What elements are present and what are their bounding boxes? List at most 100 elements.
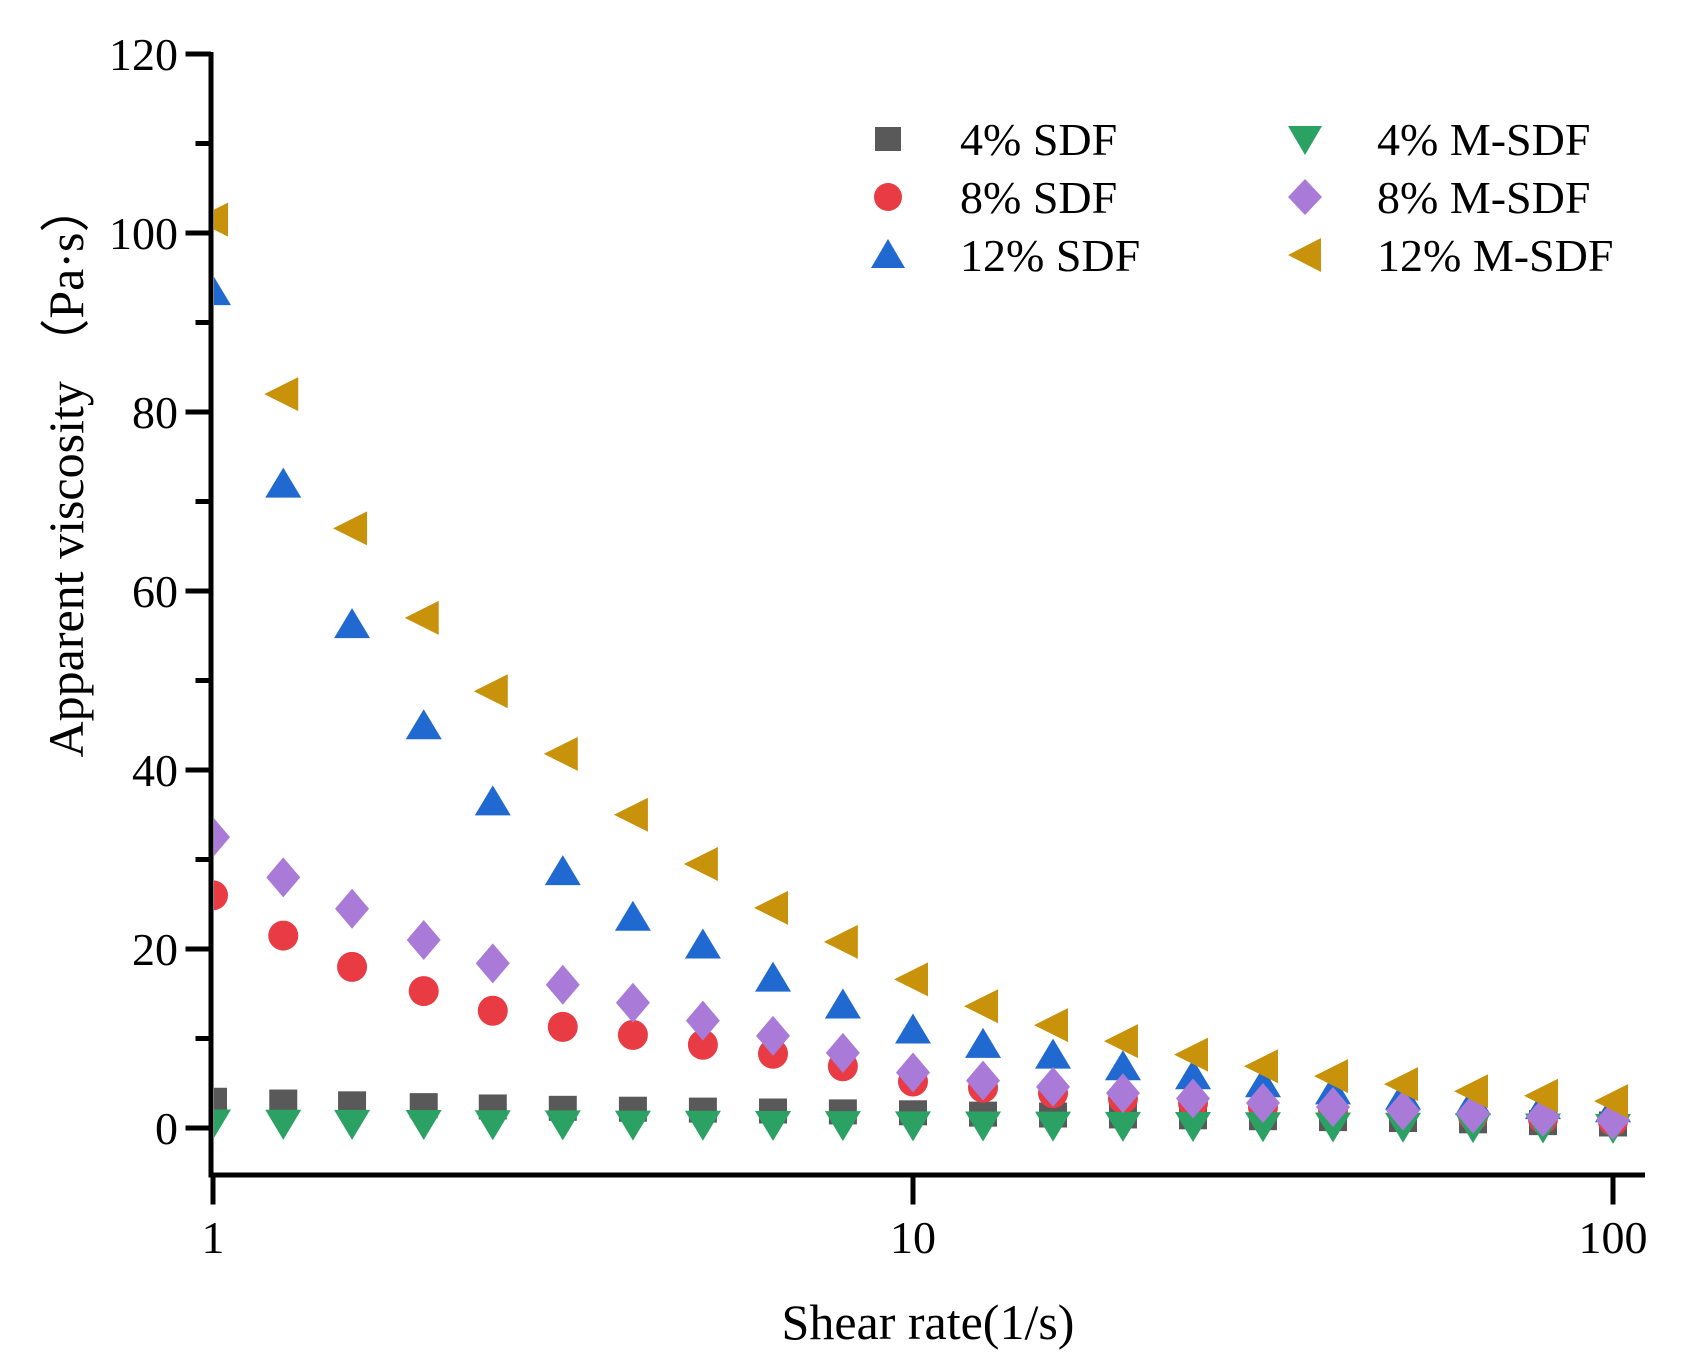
y-tick-label: 100 bbox=[109, 208, 178, 259]
x-tick-label: 100 bbox=[1579, 1212, 1648, 1263]
point-12-m-sdf bbox=[683, 846, 718, 881]
legend-label: 12% SDF bbox=[960, 229, 1141, 281]
legend-label: 4% M-SDF bbox=[1377, 113, 1591, 165]
data-points-layer bbox=[214, 202, 1631, 1144]
point-12-m-sdf bbox=[404, 600, 439, 635]
y-axis-title: Apparent viscosity （Pa·s） bbox=[38, 182, 94, 758]
point-8-m-sdf bbox=[1245, 1082, 1280, 1123]
point-12-sdf bbox=[334, 608, 371, 639]
y-tick-label: 40 bbox=[132, 745, 178, 796]
point-8-sdf bbox=[408, 976, 439, 1007]
legend-column-2: 4% M-SDF 8% M-SDF 12% M-SDF bbox=[1285, 110, 1613, 284]
point-12-sdf bbox=[824, 988, 861, 1019]
y-tick-label: 20 bbox=[132, 924, 178, 975]
point-4-m-sdf bbox=[334, 1109, 371, 1140]
point-4-m-sdf bbox=[755, 1110, 792, 1141]
point-12-sdf bbox=[755, 961, 792, 992]
legend-column-1: 4% SDF 12% SDF 8% SDF 12% SDF bbox=[868, 110, 1140, 284]
triangle-left-marker-icon bbox=[1288, 238, 1321, 272]
point-8-m-sdf bbox=[756, 1015, 791, 1056]
point-4-m-sdf bbox=[614, 1110, 651, 1141]
point-12-sdf bbox=[265, 467, 302, 498]
legend-label: 12% M-SDF bbox=[1377, 229, 1614, 281]
legend-item-12-sdf: 12% SDF bbox=[868, 226, 1140, 284]
point-12-sdf bbox=[895, 1013, 931, 1044]
point-12-m-sdf bbox=[543, 736, 578, 771]
point-12-m-sdf bbox=[1454, 1074, 1489, 1109]
y-tick-label: 120 bbox=[109, 29, 178, 80]
point-12-m-sdf bbox=[333, 511, 368, 546]
legend-label: 8% SDF bbox=[960, 171, 1118, 223]
point-12-sdf bbox=[1104, 1050, 1141, 1081]
point-12-m-sdf bbox=[1594, 1084, 1628, 1119]
point-12-sdf bbox=[1035, 1038, 1072, 1069]
y-tick-label: 60 bbox=[132, 566, 178, 617]
point-8-m-sdf bbox=[406, 920, 441, 961]
point-4-m-sdf bbox=[1035, 1111, 1072, 1142]
point-8-m-sdf bbox=[1315, 1086, 1350, 1127]
point-8-sdf bbox=[268, 920, 299, 951]
legend-label: 4% SDF bbox=[960, 113, 1118, 165]
point-8-sdf bbox=[337, 951, 368, 982]
y-tick-label: 0 bbox=[155, 1103, 178, 1154]
point-12-sdf bbox=[684, 928, 721, 959]
point-4-m-sdf bbox=[1104, 1111, 1141, 1142]
point-12-sdf bbox=[214, 276, 231, 306]
triangle-down-marker-icon bbox=[1288, 126, 1322, 155]
point-4-m-sdf bbox=[214, 1109, 231, 1138]
point-4-m-sdf bbox=[474, 1110, 511, 1141]
point-4-m-sdf bbox=[1244, 1112, 1281, 1143]
point-12-m-sdf bbox=[264, 377, 299, 412]
legend-label: 8% M-SDF bbox=[1377, 171, 1591, 223]
point-12-sdf bbox=[1244, 1067, 1281, 1098]
y-tick-label: 80 bbox=[132, 387, 178, 438]
point-8-m-sdf bbox=[335, 888, 370, 929]
point-12-m-sdf bbox=[1174, 1037, 1209, 1072]
square-marker-icon bbox=[875, 127, 901, 151]
x-tick-label: 1 bbox=[202, 1212, 225, 1263]
legend-item-8-m-sdf: 8% M-SDF bbox=[1285, 168, 1613, 226]
point-4-m-sdf bbox=[405, 1110, 442, 1141]
point-8-m-sdf bbox=[825, 1032, 860, 1073]
point-12-m-sdf bbox=[1243, 1049, 1278, 1084]
point-8-m-sdf bbox=[475, 943, 510, 984]
legend-item-4-m-sdf: 4% M-SDF bbox=[1285, 110, 1613, 168]
point-4-m-sdf bbox=[544, 1110, 581, 1141]
point-4-m-sdf bbox=[824, 1111, 861, 1142]
point-12-m-sdf bbox=[823, 924, 858, 959]
legend-item-12-m-sdf: 12% M-SDF bbox=[1285, 226, 1613, 284]
point-8-m-sdf bbox=[966, 1060, 1001, 1101]
point-4-m-sdf bbox=[1175, 1112, 1212, 1143]
point-12-sdf bbox=[614, 900, 651, 931]
point-12-sdf bbox=[474, 785, 511, 816]
point-4-m-sdf bbox=[1314, 1112, 1351, 1143]
point-8-sdf bbox=[477, 995, 508, 1026]
point-12-sdf bbox=[1175, 1059, 1212, 1090]
point-8-m-sdf bbox=[615, 982, 650, 1023]
triangle-up-marker-icon bbox=[871, 239, 905, 268]
point-4-m-sdf bbox=[265, 1109, 302, 1140]
point-12-m-sdf bbox=[613, 797, 648, 832]
point-8-m-sdf bbox=[1105, 1073, 1140, 1114]
legend-item-4-sdf: 4% SDF bbox=[868, 110, 1140, 168]
point-12-m-sdf bbox=[1313, 1059, 1348, 1094]
point-8-m-sdf bbox=[266, 857, 301, 898]
point-8-m-sdf bbox=[545, 964, 580, 1005]
point-12-m-sdf bbox=[1523, 1078, 1558, 1113]
point-8-m-sdf bbox=[1176, 1078, 1211, 1119]
diamond-marker-icon bbox=[1288, 179, 1322, 215]
point-12-sdf bbox=[965, 1027, 1002, 1058]
point-12-sdf bbox=[544, 855, 581, 886]
point-4-sdf bbox=[214, 1087, 227, 1113]
circle-marker-icon bbox=[874, 183, 902, 211]
x-tick-label: 10 bbox=[890, 1212, 936, 1263]
point-8-m-sdf bbox=[1386, 1090, 1421, 1131]
point-12-sdf bbox=[405, 709, 442, 740]
point-8-m-sdf bbox=[1036, 1066, 1071, 1107]
point-8-sdf bbox=[214, 880, 228, 911]
point-8-m-sdf bbox=[896, 1052, 930, 1093]
x-axis-title: Shear rate(1/s) bbox=[781, 1294, 1075, 1350]
point-12-m-sdf bbox=[964, 989, 999, 1024]
point-12-m-sdf bbox=[754, 890, 789, 925]
point-12-m-sdf bbox=[894, 962, 928, 997]
